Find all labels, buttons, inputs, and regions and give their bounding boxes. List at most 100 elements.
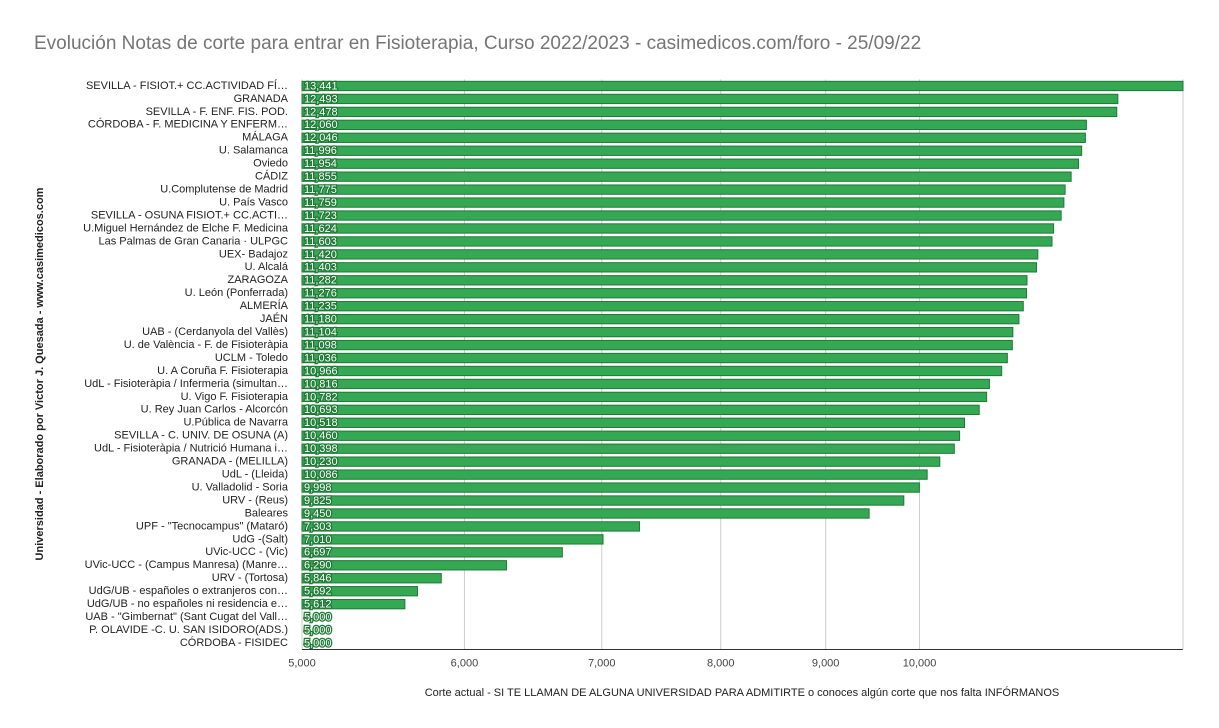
y-tick-label: CÓRDOBA - FISIDEC — [180, 636, 288, 649]
value-label: 11,954 — [304, 158, 337, 170]
y-tick-label: UdG/UB - españoles o extranjeros con… — [89, 585, 288, 597]
bar — [301, 456, 941, 467]
value-label: 6,290 — [304, 560, 332, 572]
bar — [301, 560, 507, 571]
bar — [301, 430, 961, 441]
bar — [301, 443, 955, 454]
y-tick-label: SEVILLA - C. UNIV. DE OSUNA (A) — [114, 430, 288, 442]
y-tick-label: GRANADA - (MELILLA) — [172, 456, 288, 468]
bar — [301, 326, 1014, 338]
bar — [301, 378, 990, 390]
value-label: 11,104 — [304, 327, 337, 339]
y-tick-label: GRANADA — [234, 93, 289, 105]
bar — [301, 106, 1118, 118]
y-tick-label: U. Alcalá — [245, 261, 289, 273]
x-tick-label: 8,000 — [707, 657, 735, 669]
y-tick-label: URV - (Tortosa) — [212, 572, 288, 584]
y-axis-title: Universidad - Elaborado por Victor J. Qu… — [34, 187, 46, 560]
y-tick-label: UdL - (Lleida) — [222, 469, 288, 481]
bar — [301, 158, 1080, 169]
y-tick-label: UVic-UCC - (Vic) — [205, 546, 288, 558]
y-tick-label: SEVILLA - FISIOT.+ CC.ACTIVIDAD FÍ… — [86, 79, 288, 92]
value-label: 13,441 — [304, 80, 338, 92]
bar — [301, 171, 1072, 182]
y-tick-label: ALMERÍA — [240, 299, 289, 312]
value-label: 5,692 — [304, 586, 332, 598]
value-label: 11,624 — [304, 223, 337, 235]
value-label: 11,403 — [304, 262, 337, 274]
bar — [301, 404, 980, 416]
y-tick-label: U. Vigo F. Fisioterapia — [181, 391, 289, 403]
bar — [301, 249, 1039, 260]
y-tick-label: Baleares — [245, 507, 289, 519]
y-tick-label: CÓRDOBA - F. MEDICINA Y ENFERM… — [88, 118, 288, 131]
bar — [301, 301, 1024, 312]
y-tick-label: URV - (Reus) — [222, 494, 288, 506]
bar — [301, 184, 1066, 195]
y-tick-label: SEVILLA - F. ENF. FIS. POD. — [146, 106, 288, 118]
y-tick-label: U. León (Ponferrada) — [185, 287, 288, 299]
value-label: 11,036 — [304, 352, 337, 364]
y-tick-label: U. Salamanca — [219, 145, 289, 157]
value-label: 10,230 — [304, 456, 338, 468]
bar — [301, 391, 988, 403]
value-label: 10,398 — [304, 443, 338, 455]
y-tick-label: Oviedo — [253, 158, 288, 170]
value-label: 5,612 — [304, 599, 332, 611]
bar — [301, 469, 928, 480]
value-label: 11,180 — [304, 314, 337, 326]
x-tick-label: 6,000 — [451, 657, 479, 669]
y-tick-label: ZARAGOZA — [227, 274, 288, 286]
value-label: 11,235 — [304, 301, 337, 313]
y-tick-label: UEX- Badajoz — [219, 248, 288, 260]
chart-title: Evolución Notas de corte para entrar en … — [34, 33, 921, 54]
value-label: 10,518 — [304, 417, 338, 429]
value-label: 11,996 — [304, 145, 337, 157]
x-tick-label: 10,000 — [903, 657, 937, 669]
value-label: 10,966 — [304, 365, 338, 377]
y-tick-label: MÁLAGA — [242, 131, 289, 144]
y-tick-label: CÁDIZ — [255, 170, 288, 183]
value-label: 5,846 — [304, 573, 332, 585]
y-tick-label: Las Palmas de Gran Canaria · ULPGC — [98, 235, 288, 247]
y-tick-label: UAB - "Gimbernat" (Sant Cugat del Vall… — [85, 611, 288, 623]
value-label: 10,086 — [304, 469, 338, 481]
value-label: 11,098 — [304, 339, 337, 351]
y-tick-label: JAÉN — [260, 312, 288, 325]
value-label: 12,046 — [304, 132, 338, 144]
value-label: 11,759 — [304, 197, 337, 209]
y-tick-label: U.Pública de Navarra — [183, 417, 288, 429]
bar — [301, 339, 1013, 351]
bar — [301, 482, 920, 493]
bar — [301, 288, 1028, 299]
y-tick-label: P. OLAVIDE -C. U. SAN ISIDORO(ADS.) — [89, 624, 288, 636]
x-axis-title: Corte actual - SI TE LLAMAN DE ALGUNA UN… — [425, 686, 1060, 699]
value-label: 10,693 — [304, 404, 338, 416]
bar — [301, 262, 1038, 273]
bar — [301, 586, 418, 597]
value-label: 6,697 — [304, 547, 332, 559]
value-label: 9,825 — [304, 495, 332, 507]
bar — [301, 547, 563, 558]
bar — [301, 352, 1008, 364]
x-tick-label: 5,000 — [288, 657, 316, 669]
y-tick-label: U.Miguel Hernández de Elche F. Medicina — [83, 222, 289, 234]
bar — [301, 275, 1028, 286]
y-tick-label: U.Complutense de Madrid — [160, 184, 288, 196]
value-label: 12,493 — [304, 93, 338, 105]
y-tick-label: SEVILLA - OSUNA FISIOT.+ CC.ACTI… — [91, 209, 288, 221]
bar — [301, 197, 1065, 208]
y-tick-label: U. Valladolid - Soria — [192, 481, 289, 493]
x-tick-label: 9,000 — [812, 657, 840, 669]
value-label: 11,775 — [304, 184, 337, 196]
bar — [301, 573, 442, 584]
y-tick-label: UCLM - Toledo — [215, 352, 288, 364]
value-label: 11,603 — [304, 236, 337, 248]
value-label: 12,478 — [304, 106, 338, 118]
y-tick-label: U. País Vasco — [219, 196, 288, 208]
bar — [301, 210, 1062, 221]
value-label: 11,855 — [304, 171, 337, 183]
bar — [301, 145, 1083, 156]
value-label: 10,460 — [304, 430, 338, 442]
